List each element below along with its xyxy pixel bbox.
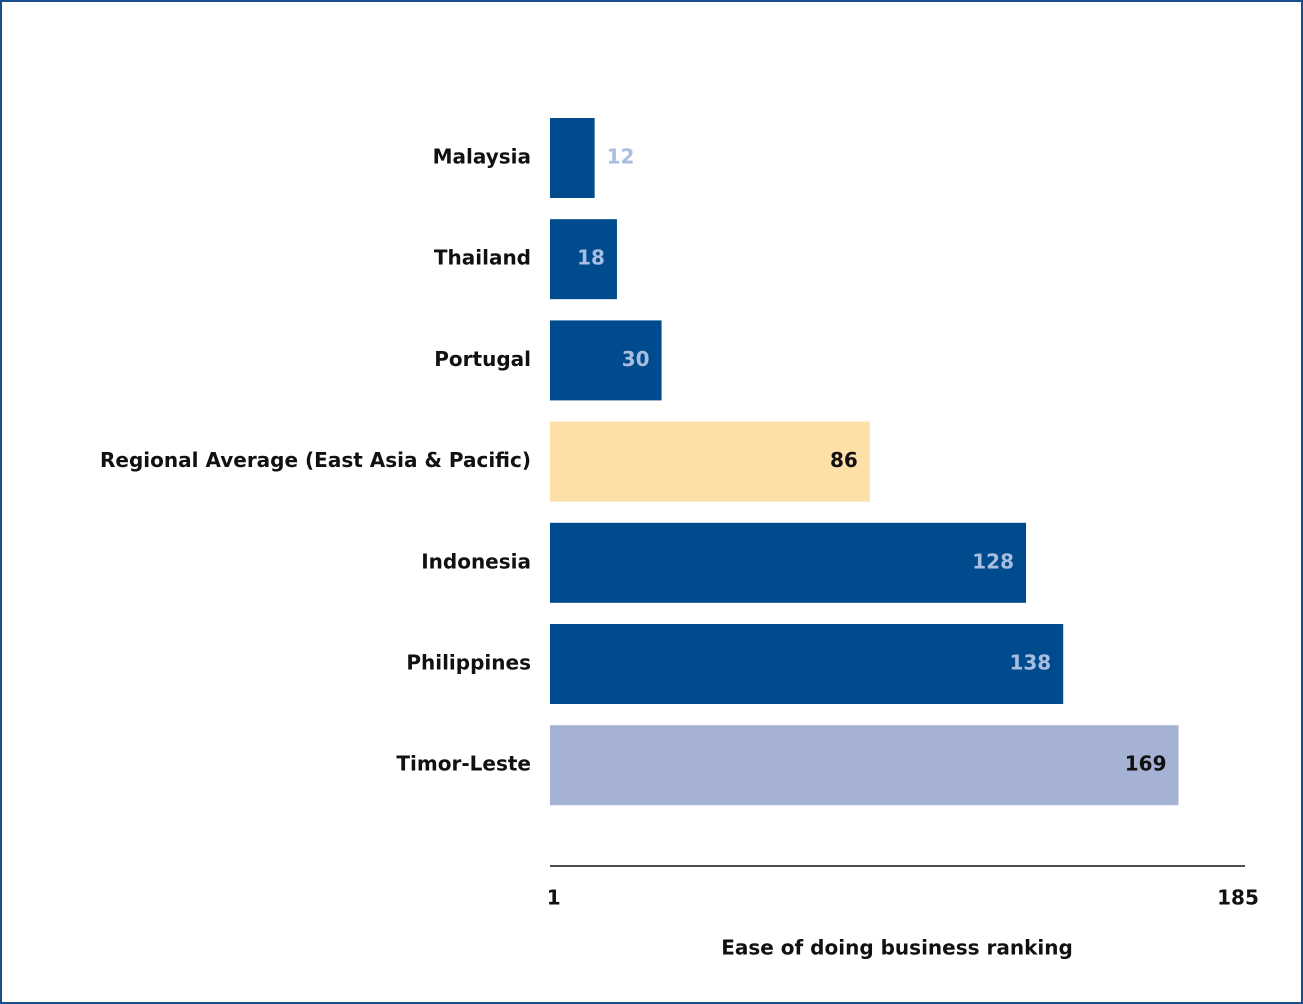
y-tick-label: Philippines [406, 651, 531, 675]
value-label: 18 [577, 246, 605, 270]
value-label: 30 [622, 347, 650, 371]
bar [550, 725, 1179, 806]
bar [550, 118, 595, 198]
y-tick-label: Malaysia [433, 145, 531, 169]
y-tick-label: Timor-Leste [396, 752, 531, 776]
value-label: 169 [1125, 752, 1167, 776]
x-tick-label: 185 [1217, 886, 1259, 910]
bar [550, 320, 662, 401]
value-label: 128 [972, 549, 1014, 573]
value-label: 138 [1009, 651, 1051, 675]
value-label: 12 [607, 145, 635, 169]
y-tick-label: Portugal [434, 347, 531, 371]
bar [550, 624, 1064, 704]
y-tick-label: Indonesia [421, 549, 531, 573]
bar [550, 522, 1027, 603]
y-tick-label: Regional Average (East Asia & Pacific) [100, 448, 531, 472]
value-label: 86 [830, 448, 858, 472]
bar [550, 219, 617, 300]
bar [550, 421, 870, 502]
y-tick-label: Thailand [434, 246, 531, 270]
x-axis-label: Ease of doing business ranking [721, 936, 1073, 960]
x-tick-label: 1 [547, 886, 561, 910]
